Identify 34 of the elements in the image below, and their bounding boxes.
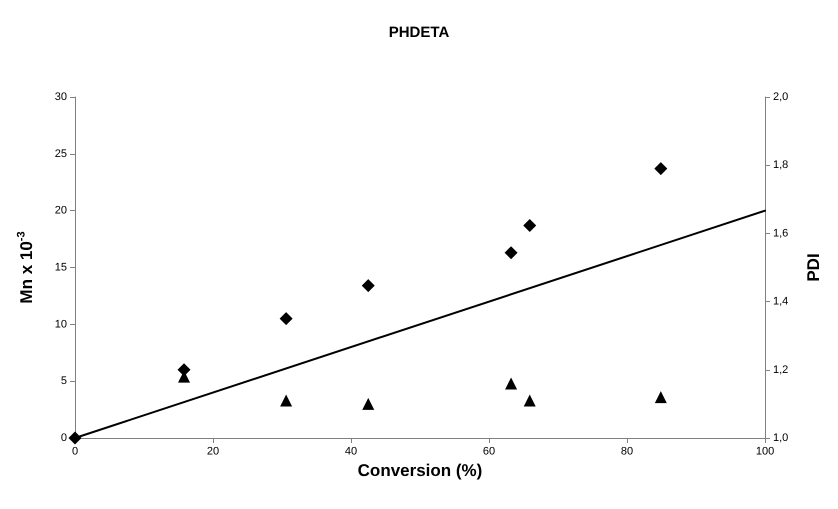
point bbox=[654, 391, 667, 404]
y-tick-label: 5 bbox=[60, 375, 67, 388]
point bbox=[505, 377, 518, 390]
x-tick-label: 100 bbox=[756, 446, 774, 458]
x-tick-label: 60 bbox=[482, 446, 496, 458]
point bbox=[362, 398, 374, 410]
point bbox=[68, 432, 82, 444]
y2-tick-label: 1,0 bbox=[773, 432, 788, 444]
y-tick-label: 15 bbox=[54, 262, 67, 274]
y2-tick-label: 1,6 bbox=[773, 227, 788, 240]
y2-tick-label: 2,0 bbox=[773, 91, 788, 103]
point bbox=[362, 279, 375, 292]
x-axis-title: Conversion (%) bbox=[358, 460, 482, 480]
point bbox=[280, 394, 292, 406]
y-tick-label: 0 bbox=[60, 432, 67, 444]
y-axis-title: Mn x 10-3 bbox=[16, 231, 36, 304]
x-tick-label: 20 bbox=[206, 446, 220, 458]
y2-tick-label: 1,2 bbox=[773, 364, 788, 376]
chart-title: PHDETA bbox=[388, 24, 450, 41]
point bbox=[523, 218, 536, 232]
y-tick-label: 30 bbox=[54, 91, 67, 103]
y-tick-label: 20 bbox=[54, 204, 67, 217]
x-tick-label: 80 bbox=[620, 446, 634, 458]
y2-axis-title: PDI bbox=[804, 253, 823, 282]
y2-tick-label: 1,8 bbox=[773, 159, 788, 172]
point bbox=[280, 312, 293, 326]
x-tick-label: 40 bbox=[344, 446, 358, 458]
y-tick-label: 10 bbox=[54, 318, 67, 330]
point bbox=[654, 162, 668, 176]
y2-tick-label: 1,4 bbox=[773, 296, 788, 308]
y-tick-label: 25 bbox=[54, 148, 67, 160]
x-tick-label: 0 bbox=[72, 446, 78, 458]
point bbox=[504, 246, 518, 260]
point bbox=[524, 394, 536, 406]
